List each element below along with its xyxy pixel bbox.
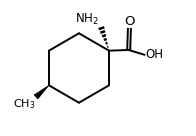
Text: NH$_2$: NH$_2$ <box>75 12 99 27</box>
Text: O: O <box>124 15 135 28</box>
Text: CH$_3$: CH$_3$ <box>13 98 35 111</box>
Polygon shape <box>34 85 49 99</box>
Text: OH: OH <box>145 48 163 61</box>
